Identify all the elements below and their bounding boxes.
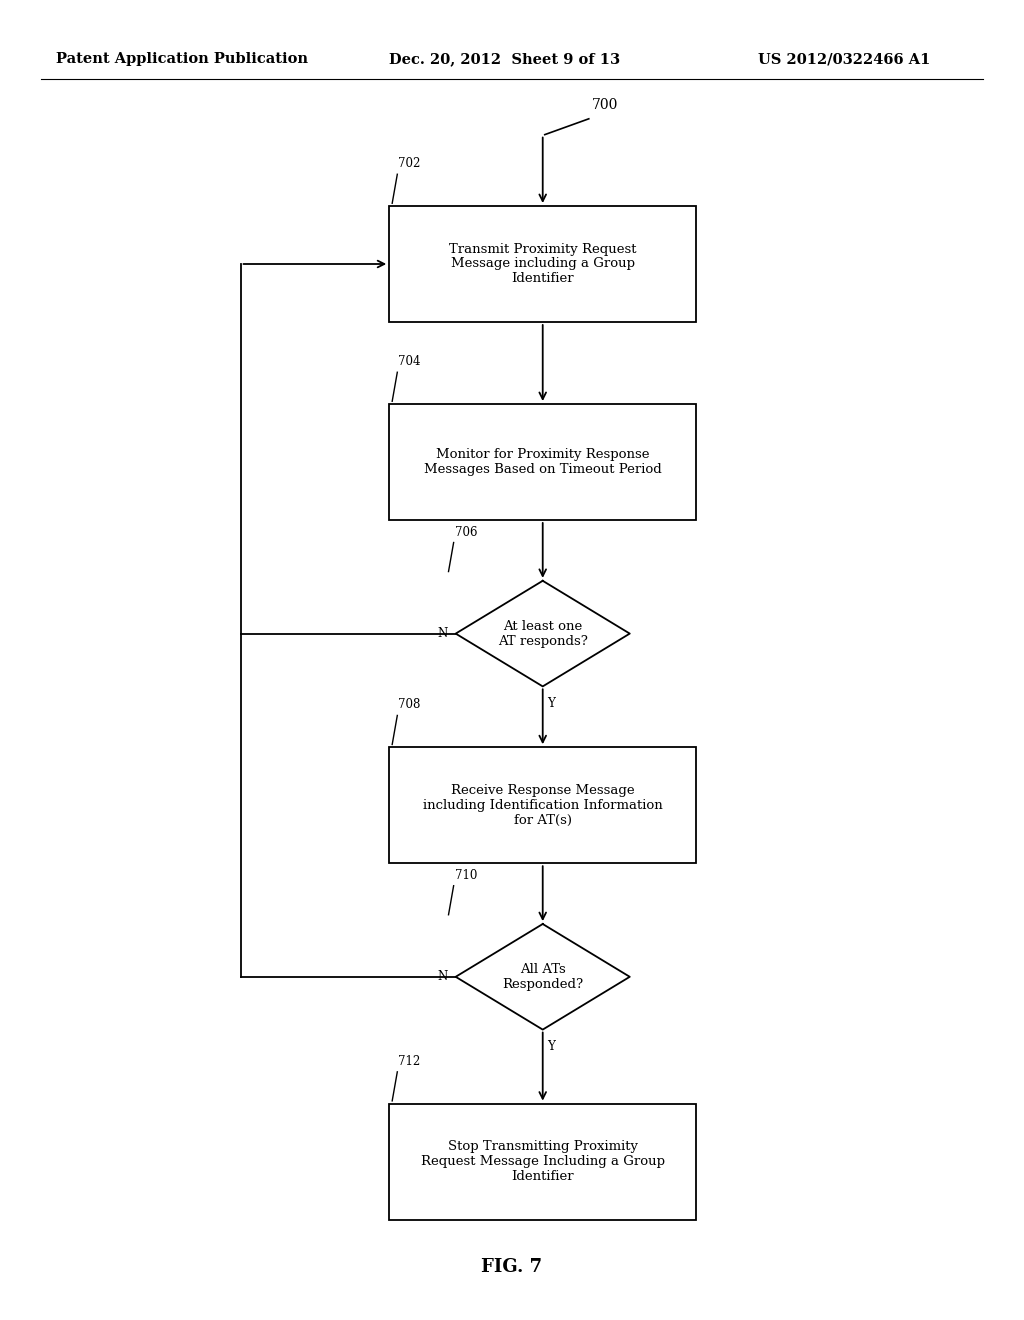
Text: N: N: [437, 627, 447, 640]
Text: 702: 702: [398, 157, 421, 170]
Bar: [389, 747, 696, 863]
Text: US 2012/0322466 A1: US 2012/0322466 A1: [758, 53, 930, 66]
Text: Receive Response Message
including Identification Information
for AT(s): Receive Response Message including Ident…: [423, 784, 663, 826]
Bar: [389, 1104, 696, 1220]
Text: 710: 710: [455, 869, 477, 882]
Text: Dec. 20, 2012  Sheet 9 of 13: Dec. 20, 2012 Sheet 9 of 13: [389, 53, 621, 66]
Text: 712: 712: [398, 1055, 421, 1068]
Text: 700: 700: [592, 98, 618, 112]
Bar: [389, 206, 696, 322]
Text: FIG. 7: FIG. 7: [481, 1258, 543, 1276]
Text: All ATs
Responded?: All ATs Responded?: [502, 962, 584, 991]
Text: 704: 704: [398, 355, 421, 368]
Text: N: N: [437, 970, 447, 983]
Text: Y: Y: [547, 1040, 555, 1053]
Text: 706: 706: [455, 525, 477, 539]
Text: At least one
AT responds?: At least one AT responds?: [498, 619, 588, 648]
Text: Y: Y: [547, 697, 555, 710]
Text: Monitor for Proximity Response
Messages Based on Timeout Period: Monitor for Proximity Response Messages …: [424, 447, 662, 477]
Bar: [389, 404, 696, 520]
Text: Stop Transmitting Proximity
Request Message Including a Group
Identifier: Stop Transmitting Proximity Request Mess…: [421, 1140, 665, 1183]
Text: Patent Application Publication: Patent Application Publication: [56, 53, 308, 66]
Text: Transmit Proximity Request
Message including a Group
Identifier: Transmit Proximity Request Message inclu…: [449, 243, 637, 285]
Text: 708: 708: [398, 698, 421, 711]
